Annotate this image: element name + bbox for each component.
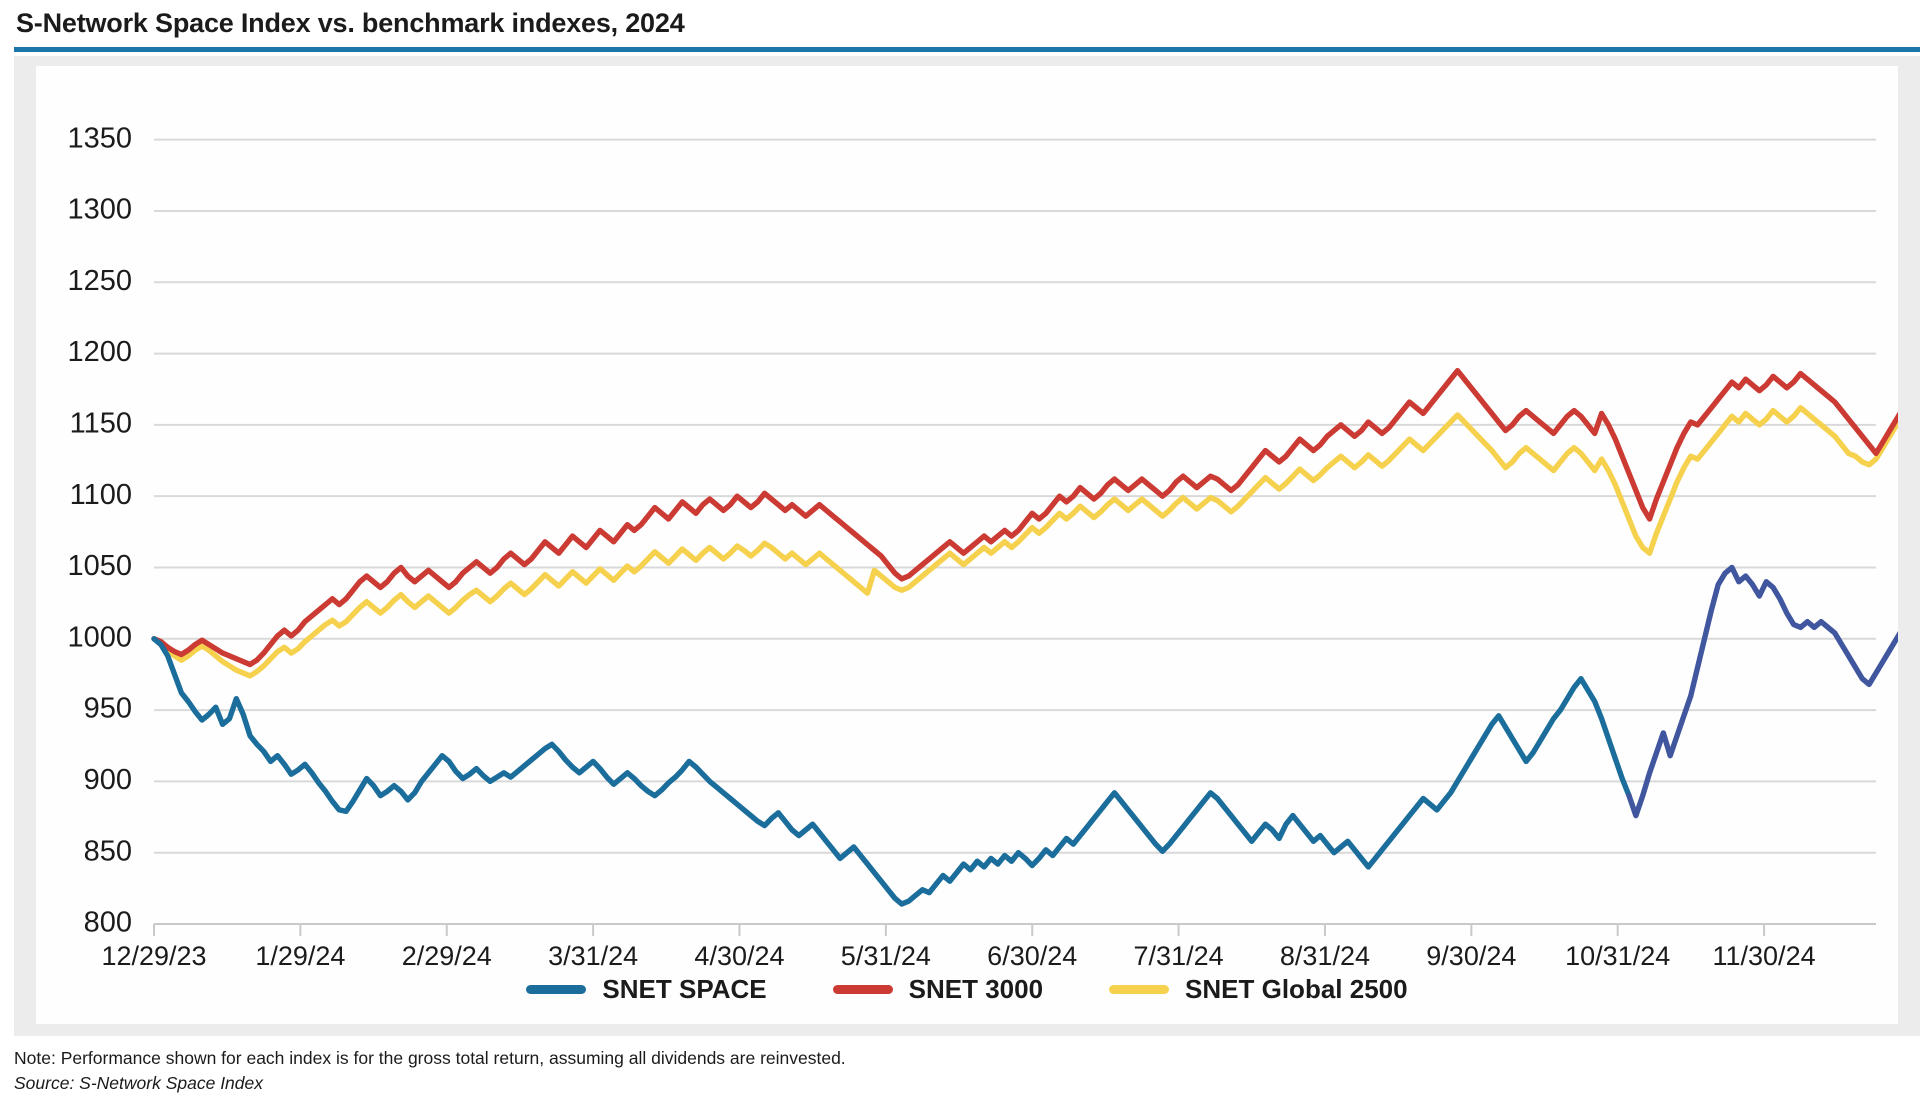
x-axis-tick-label: 7/31/24 bbox=[1134, 941, 1224, 971]
y-axis-tick-label: 900 bbox=[84, 764, 132, 796]
legend-label-snet-3000: SNET 3000 bbox=[908, 974, 1044, 1004]
chart-panel: 800 850 900 950 1000 1050 1100 1150 1200 1250 1300… bbox=[36, 66, 1898, 1024]
x-axis-tick-label: 6/30/24 bbox=[987, 941, 1077, 971]
y-axis-tick-label: 1050 bbox=[67, 550, 132, 582]
footnotes: Note: Performance shown for each index i… bbox=[14, 1046, 1920, 1097]
x-axis-tick-label: 5/31/24 bbox=[841, 941, 931, 971]
note-text: Note: Performance shown for each index i… bbox=[14, 1048, 846, 1068]
source-text: Source: S-Network Space Index bbox=[14, 1073, 264, 1094]
chart-legend: SNET SPACE SNET 3000 SNET Global 2500 bbox=[36, 974, 1898, 1005]
title-underline-rule bbox=[14, 47, 1920, 52]
y-axis-tick-label: 800 bbox=[84, 907, 132, 939]
legend-swatch-snet-space bbox=[526, 985, 587, 994]
data-series bbox=[151, 367, 1898, 907]
legend-label-snet-space: SNET SPACE bbox=[602, 974, 767, 1004]
y-axis-tick-label: 1150 bbox=[70, 408, 132, 440]
y-axis-tick-label: 1250 bbox=[67, 265, 132, 297]
chart-frame: 800 850 900 950 1000 1050 1100 1150 1200 1250 1300… bbox=[14, 56, 1920, 1036]
x-axis bbox=[153, 923, 1876, 936]
plot-area: 800 850 900 950 1000 1050 1100 1150 1200 1250 1300… bbox=[36, 66, 1898, 1024]
y-axis-tick-label: 1100 bbox=[70, 479, 132, 511]
x-axis-tick-label: 3/31/24 bbox=[548, 941, 638, 971]
series-line-snet-space-late bbox=[1626, 564, 1898, 819]
legend-swatch-snet-global-2500 bbox=[1109, 985, 1170, 994]
series-line-snet-space bbox=[151, 636, 1632, 907]
x-axis-tick-label: 1/29/24 bbox=[255, 941, 345, 971]
legend-item-snet-space[interactable]: SNET SPACE bbox=[526, 974, 767, 1005]
legend-label-snet-global-2500: SNET Global 2500 bbox=[1185, 974, 1408, 1004]
y-axis-tick-label: 1200 bbox=[67, 336, 132, 368]
series-line-snet-global-2500 bbox=[151, 405, 1898, 679]
legend-item-snet-3000[interactable]: SNET 3000 bbox=[832, 974, 1044, 1005]
y-axis-tick-label: 950 bbox=[84, 693, 132, 725]
x-axis-tick-label: 8/31/24 bbox=[1280, 941, 1370, 971]
x-axis-tick-label: 11/30/24 bbox=[1713, 941, 1816, 971]
y-axis-tick-label: 1000 bbox=[67, 621, 132, 653]
y-axis-tick-label: 1300 bbox=[67, 194, 132, 226]
title-block: S-Network Space Index vs. benchmark inde… bbox=[0, 0, 1932, 56]
series-line-snet-3000 bbox=[151, 367, 1898, 668]
x-axis-tick-label: 10/31/24 bbox=[1565, 941, 1670, 971]
legend-swatch-snet-3000 bbox=[832, 985, 893, 994]
y-axis-tick-label: 850 bbox=[84, 835, 132, 867]
line-chart-svg: 800 850 900 950 1000 1050 1100 1150 1200 1250 1300… bbox=[67, 122, 1898, 971]
legend-item-snet-global-2500[interactable]: SNET Global 2500 bbox=[1109, 974, 1408, 1005]
x-axis-tick-label: 4/30/24 bbox=[694, 941, 784, 971]
x-axis-tick-label: 9/30/24 bbox=[1426, 941, 1516, 971]
x-axis-tick-label: 2/29/24 bbox=[402, 941, 492, 971]
y-axis-tick-label: 1350 bbox=[67, 122, 132, 154]
x-axis-tick-label: 12/29/23 bbox=[101, 941, 206, 971]
page-title: S-Network Space Index vs. benchmark inde… bbox=[16, 8, 685, 38]
y-axis-tick-labels: 800 850 900 950 1000 1050 1100 1150 1200 1250 1300… bbox=[67, 122, 132, 938]
x-axis-tick-labels: 12/29/23 1/29/24 2/29/24 3/31/24 4/30/24 5/31… bbox=[101, 941, 1815, 971]
